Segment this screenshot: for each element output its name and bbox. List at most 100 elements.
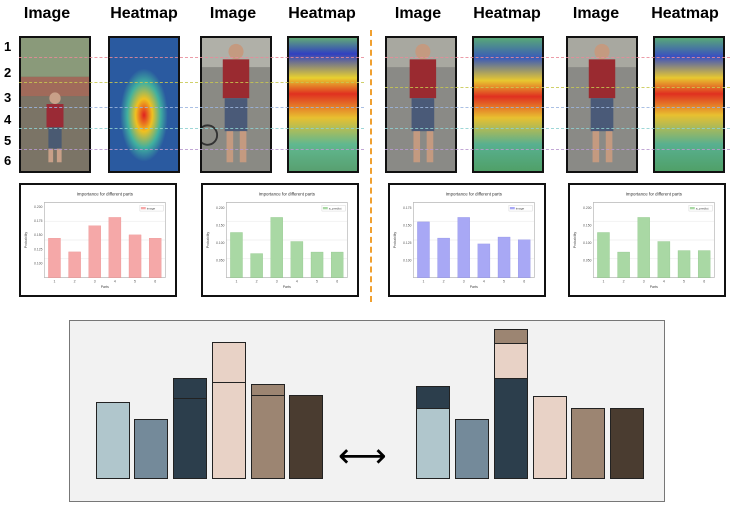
- row-line-left-5: [19, 149, 364, 150]
- chart-bar-1: [417, 221, 430, 278]
- chart-bar-4: [108, 217, 122, 278]
- chart-panel-4: Importance for different parts 0.050 0.100…: [568, 183, 726, 297]
- legend-box: [508, 205, 533, 212]
- heatmap-3: [472, 36, 544, 173]
- row-number-4: 4: [4, 112, 12, 127]
- chart-bar-6: [330, 251, 344, 278]
- y-tick-label: 0.100: [403, 258, 411, 262]
- legend-label: image: [516, 206, 525, 210]
- header-heatmap-2: Heatmap: [288, 5, 356, 22]
- block-left-1: [96, 402, 130, 479]
- y-tick-label: 0.175: [34, 219, 42, 223]
- block-right-4: [533, 396, 567, 479]
- y-tick-label: 0.200: [583, 206, 591, 210]
- block-left-4: [212, 342, 246, 479]
- header-heatmap-1: Heatmap: [110, 5, 178, 22]
- header-heatmap-4: Heatmap: [651, 5, 719, 22]
- x-tick-label: 5: [134, 279, 136, 283]
- row-number-3: 3: [4, 90, 12, 105]
- header-heatmap-3: Heatmap: [473, 5, 541, 22]
- x-tick-label: 1: [602, 279, 604, 283]
- legend-swatch: [140, 207, 146, 210]
- y-tick-label: 0.150: [34, 233, 42, 237]
- block-right-2: [455, 419, 489, 479]
- x-tick-label: 1: [53, 279, 55, 283]
- chart-title: Importance for different parts: [77, 192, 134, 197]
- x-tick-label: 3: [94, 279, 96, 283]
- block-right-5: [571, 408, 605, 479]
- row-line-right-4: [385, 128, 730, 129]
- header-image-2: Image: [209, 5, 257, 22]
- plot-frame: [226, 202, 348, 278]
- block-right-3: [494, 378, 528, 479]
- plot-frame: [593, 202, 715, 278]
- chart-bar-3: [457, 217, 470, 278]
- row-number-2: 2: [4, 65, 12, 80]
- y-tick-label: 0.175: [403, 206, 411, 210]
- y-tick-label: 0.100: [216, 241, 224, 245]
- block-right-6: [610, 408, 644, 479]
- chart-bar-5: [128, 234, 142, 278]
- chart-bar-5: [497, 236, 511, 278]
- y-tick-label: 0.150: [583, 223, 591, 227]
- y-tick-label: 0.050: [583, 258, 591, 262]
- block-left-5: [251, 384, 285, 479]
- row-line-right-2: [385, 87, 730, 88]
- block-right-3-middle: [494, 343, 528, 379]
- vertical-separator: [370, 30, 372, 302]
- chart-bar-3: [88, 225, 101, 278]
- x-tick-label: 2: [256, 279, 258, 283]
- chart-bar-1: [48, 238, 61, 278]
- x-tick-label: 3: [276, 279, 278, 283]
- y-axis-label: Probability: [206, 232, 210, 248]
- header-image-4: Image: [572, 5, 620, 22]
- chart-bar-2: [437, 237, 450, 278]
- chart-bar-5: [310, 251, 324, 278]
- legend-label: image: [147, 206, 156, 210]
- y-tick-label: 0.100: [583, 241, 591, 245]
- chart-panel-2: Importance for different parts 0.050 0.100…: [201, 183, 359, 297]
- chart-title: Importance for different parts: [446, 192, 503, 197]
- x-tick-label: 1: [235, 279, 237, 283]
- x-axis-label: Parts: [470, 285, 478, 289]
- block-left-5-divider: [251, 395, 285, 396]
- legend-box: [139, 205, 164, 212]
- chart-bar-3: [270, 217, 283, 278]
- row-line-left-2: [19, 82, 364, 83]
- x-tick-label: 4: [483, 279, 485, 283]
- y-tick-label: 0.150: [403, 223, 411, 227]
- y-tick-label: 0.150: [216, 223, 224, 227]
- legend-box: [688, 205, 713, 212]
- chart-panel-3: Importance for different parts 0.100 0.125…: [388, 183, 546, 297]
- x-tick-label: 2: [443, 279, 445, 283]
- legend-label: a_predict: [329, 206, 342, 210]
- x-tick-label: 5: [503, 279, 505, 283]
- y-axis-label: Probability: [24, 232, 28, 248]
- x-tick-label: 3: [463, 279, 465, 283]
- chart-bar-2: [250, 253, 263, 278]
- chart-bar-5: [677, 250, 691, 278]
- chart-bar-6: [148, 238, 162, 278]
- chart-bar-1: [230, 232, 243, 278]
- x-tick-label: 4: [114, 279, 116, 283]
- chart-bar-6: [697, 250, 711, 278]
- row-line-right-1: [385, 57, 730, 58]
- person-photo-3: [385, 36, 457, 173]
- x-tick-label: 6: [336, 279, 338, 283]
- block-left-3: [173, 378, 207, 479]
- person-photo-1: [19, 36, 91, 173]
- chart-bar-6: [517, 239, 531, 278]
- row-number-5: 5: [4, 133, 12, 148]
- heatmap-2: [287, 36, 359, 173]
- chart-bar-1: [597, 232, 610, 278]
- row-line-right-5: [385, 149, 730, 150]
- legend-box: [321, 205, 346, 212]
- block-left-2: [134, 419, 168, 479]
- x-tick-label: 5: [683, 279, 685, 283]
- row-line-left-3: [19, 107, 364, 108]
- block-left-3-divider: [173, 398, 207, 399]
- legend-swatch: [509, 207, 515, 210]
- x-tick-label: 5: [316, 279, 318, 283]
- chart-bar-4: [290, 241, 304, 278]
- plot-frame: [44, 202, 166, 278]
